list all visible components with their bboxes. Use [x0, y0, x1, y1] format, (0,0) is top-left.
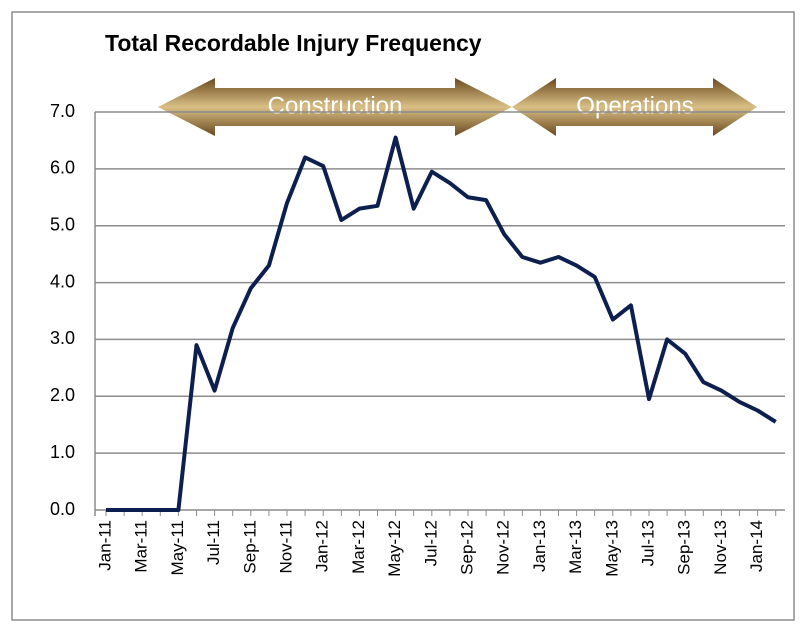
x-tick-label: May-11: [168, 520, 187, 575]
operations-arrow: [512, 78, 757, 136]
annotation: Construction: [268, 92, 403, 119]
y-tick-label: 2.0: [50, 385, 75, 405]
x-tick-label: Jul-12: [421, 520, 440, 566]
x-tick-label: Sep-13: [675, 520, 694, 575]
x-tick-label: Nov-13: [711, 520, 730, 575]
data-line: [106, 135, 777, 512]
y-tick-label: 6.0: [50, 158, 75, 178]
x-tick-label: Sep-12: [457, 520, 476, 575]
x-tick-label: Sep-11: [240, 520, 259, 574]
x-tick-label: Nov-12: [494, 520, 513, 575]
x-tick-label: Jan-14: [747, 520, 766, 572]
x-tick-label: Jan-13: [530, 520, 549, 572]
y-tick-label: 0.0: [50, 499, 75, 519]
x-tick-label: Jul-13: [638, 520, 657, 566]
y-tick-label: 4.0: [50, 271, 75, 291]
chart-title: Total Recordable Injury Frequency: [105, 30, 482, 56]
x-tick-label: Nov-11: [276, 520, 295, 574]
x-tick-label: Mar-11: [132, 520, 151, 573]
x-tick-label: Mar-12: [349, 520, 368, 574]
x-tick-label: Jul-11: [204, 520, 223, 565]
x-tick-label: May-13: [602, 520, 621, 577]
x-tick-label: Mar-13: [566, 520, 585, 574]
annotation: Operations: [576, 92, 693, 119]
y-tick-label: 7.0: [50, 101, 75, 121]
y-tick-label: 1.0: [50, 442, 75, 462]
y-tick-label: 5.0: [50, 214, 75, 234]
x-tick-label: Jan-11: [95, 520, 114, 571]
y-tick-label: 3.0: [50, 328, 75, 348]
construction-arrow: [158, 78, 512, 136]
x-tick-label: May-12: [385, 520, 404, 577]
x-tick-label: Jan-12: [313, 520, 332, 572]
